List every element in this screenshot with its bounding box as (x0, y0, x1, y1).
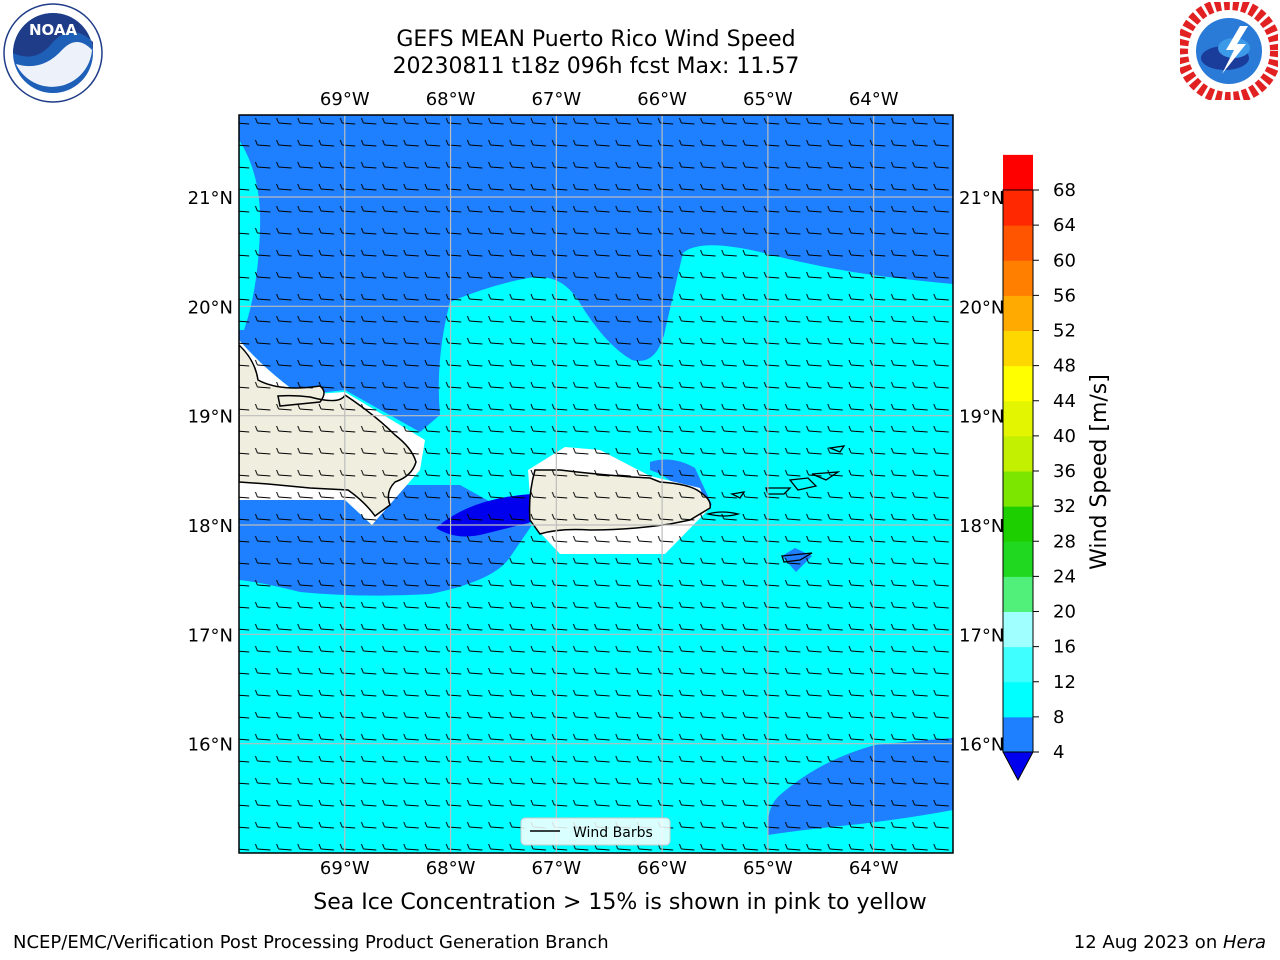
lon-label: 69°W (320, 89, 370, 110)
lat-label: 17°N (188, 625, 233, 646)
lat-label: 18°N (959, 516, 1004, 537)
colorbar-tick-label: 8 (1053, 707, 1064, 728)
colorbar-tick-label: 52 (1053, 321, 1076, 342)
svg-text:NOAA: NOAA (29, 21, 78, 39)
lon-label: 67°W (531, 89, 581, 110)
wind-field (239, 115, 953, 853)
colorbar-segment (1003, 716, 1033, 753)
colorbar-tick-label: 20 (1053, 602, 1076, 623)
legend-label: Wind Barbs (573, 825, 653, 841)
colorbar-segment (1003, 154, 1033, 191)
colorbar-under-extension (1002, 751, 1034, 782)
lat-label: 16°N (959, 735, 1004, 756)
lon-label: 66°W (637, 858, 687, 879)
axis-labels: 69°W 69°W 68°W 68°W 67°W 67°W 66°W 66°W 65°W 65°W… (188, 89, 1005, 879)
colorbar-tick-label: 48 (1053, 356, 1076, 377)
footer-date: 12 Aug 2023 on Hera (1074, 932, 1266, 953)
colorbar-tick-label: 24 (1053, 566, 1076, 587)
colorbar-segment (1003, 400, 1033, 437)
lat-label: 19°N (959, 407, 1004, 428)
colorbar-segment (1003, 295, 1033, 331)
lat-label: 17°N (959, 625, 1004, 646)
lon-label: 64°W (849, 858, 899, 879)
lat-label: 18°N (188, 516, 233, 537)
nws-logo (1180, 2, 1278, 100)
graticule (239, 115, 953, 853)
wind-barbs (239, 115, 953, 853)
map-subtitle: 20230811 t18z 096h fcst Max: 11.57 (392, 54, 800, 79)
colorbar-tick-label: 12 (1053, 672, 1076, 693)
colorbar-tick-label: 56 (1053, 285, 1076, 306)
colorbar-segment (1003, 365, 1033, 402)
footer-date-text: 12 Aug 2023 on (1073, 932, 1223, 953)
sea-ice-caption: Sea Ice Concentration > 15% is shown in … (313, 890, 927, 915)
lon-label: 66°W (637, 89, 687, 110)
colorbar-label: Wind Speed [m/s] (1087, 374, 1112, 570)
colorbar-tick-label: 60 (1053, 250, 1076, 271)
colorbar-segment (1003, 611, 1033, 648)
colorbar-tick-label: 40 (1053, 426, 1076, 447)
lat-label: 20°N (959, 297, 1004, 318)
lon-label: 69°W (320, 858, 370, 879)
colorbar-segment (1003, 506, 1033, 542)
wind-barbs-legend: Wind Barbs (520, 817, 671, 846)
colorbar-segment (1003, 225, 1033, 261)
colorbar-tick-label: 68 (1053, 180, 1076, 201)
footer-machine: Hera (1222, 932, 1266, 953)
colorbar-tick-label: 44 (1053, 391, 1076, 412)
colorbar-tick-label: 36 (1053, 461, 1076, 482)
lon-label: 65°W (743, 89, 793, 110)
footer-branch: NCEP/EMC/Verification Post Processing Pr… (13, 932, 609, 953)
colorbar-segment (1003, 435, 1033, 472)
colorbar-segment (1003, 541, 1033, 577)
colorbar-tick-label: 64 (1053, 215, 1076, 236)
colorbar-segment (1003, 471, 1033, 507)
colorbar-segment (1003, 330, 1033, 367)
lat-label: 21°N (959, 188, 1004, 209)
lat-label: 16°N (188, 735, 233, 756)
lat-label: 20°N (188, 297, 233, 318)
colorbar-tick-label: 4 (1053, 742, 1064, 763)
colorbar-tick-label: 16 (1053, 637, 1076, 658)
colorbar-segment (1003, 646, 1033, 683)
colorbar-segment (1003, 681, 1033, 718)
lat-label: 21°N (188, 188, 233, 209)
noaa-logo: NOAA (3, 3, 103, 103)
colorbar-tick-label: 32 (1053, 496, 1076, 517)
map-title: GEFS MEAN Puerto Rico Wind Speed (396, 27, 796, 52)
lon-label: 67°W (531, 858, 581, 879)
lon-label: 64°W (849, 89, 899, 110)
lon-label: 68°W (426, 89, 476, 110)
colorbar-segment (1003, 576, 1033, 612)
lon-label: 68°W (426, 858, 476, 879)
lat-label: 19°N (188, 407, 233, 428)
map-frame (238, 114, 954, 854)
colorbar-tick-label: 28 (1053, 531, 1076, 552)
lon-label: 65°W (743, 858, 793, 879)
colorbar-segment (1003, 260, 1033, 296)
colorbar-segment (1003, 190, 1033, 226)
